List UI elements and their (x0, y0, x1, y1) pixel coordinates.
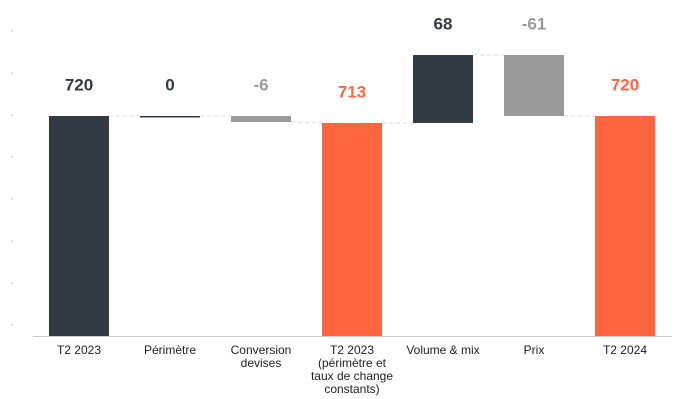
bar (231, 116, 291, 122)
x-tick-label: T2 2024 (602, 343, 648, 357)
bar (413, 55, 473, 123)
bar (140, 116, 200, 118)
x-tick-label: Volume & mix (406, 343, 480, 357)
value-label: 720 (611, 75, 639, 94)
x-tick-label: Prix (523, 343, 545, 357)
value-label: 0 (165, 75, 174, 94)
x-tick-label: Conversion devises (230, 343, 292, 370)
value-label: 720 (65, 75, 93, 94)
value-label: 713 (338, 82, 366, 101)
bar (504, 55, 564, 116)
bar (49, 116, 109, 336)
value-label: -61 (522, 14, 547, 33)
bar (322, 123, 382, 336)
connector (290, 121, 323, 124)
value-label: 68 (434, 14, 453, 33)
x-tick-label: T2 2023 (périmètre et taux de change con… (310, 343, 394, 396)
bar (595, 116, 655, 336)
value-label: -6 (253, 75, 268, 94)
x-tick-label: Périmètre (143, 343, 196, 357)
x-tick-label: T2 2023 (56, 343, 102, 357)
